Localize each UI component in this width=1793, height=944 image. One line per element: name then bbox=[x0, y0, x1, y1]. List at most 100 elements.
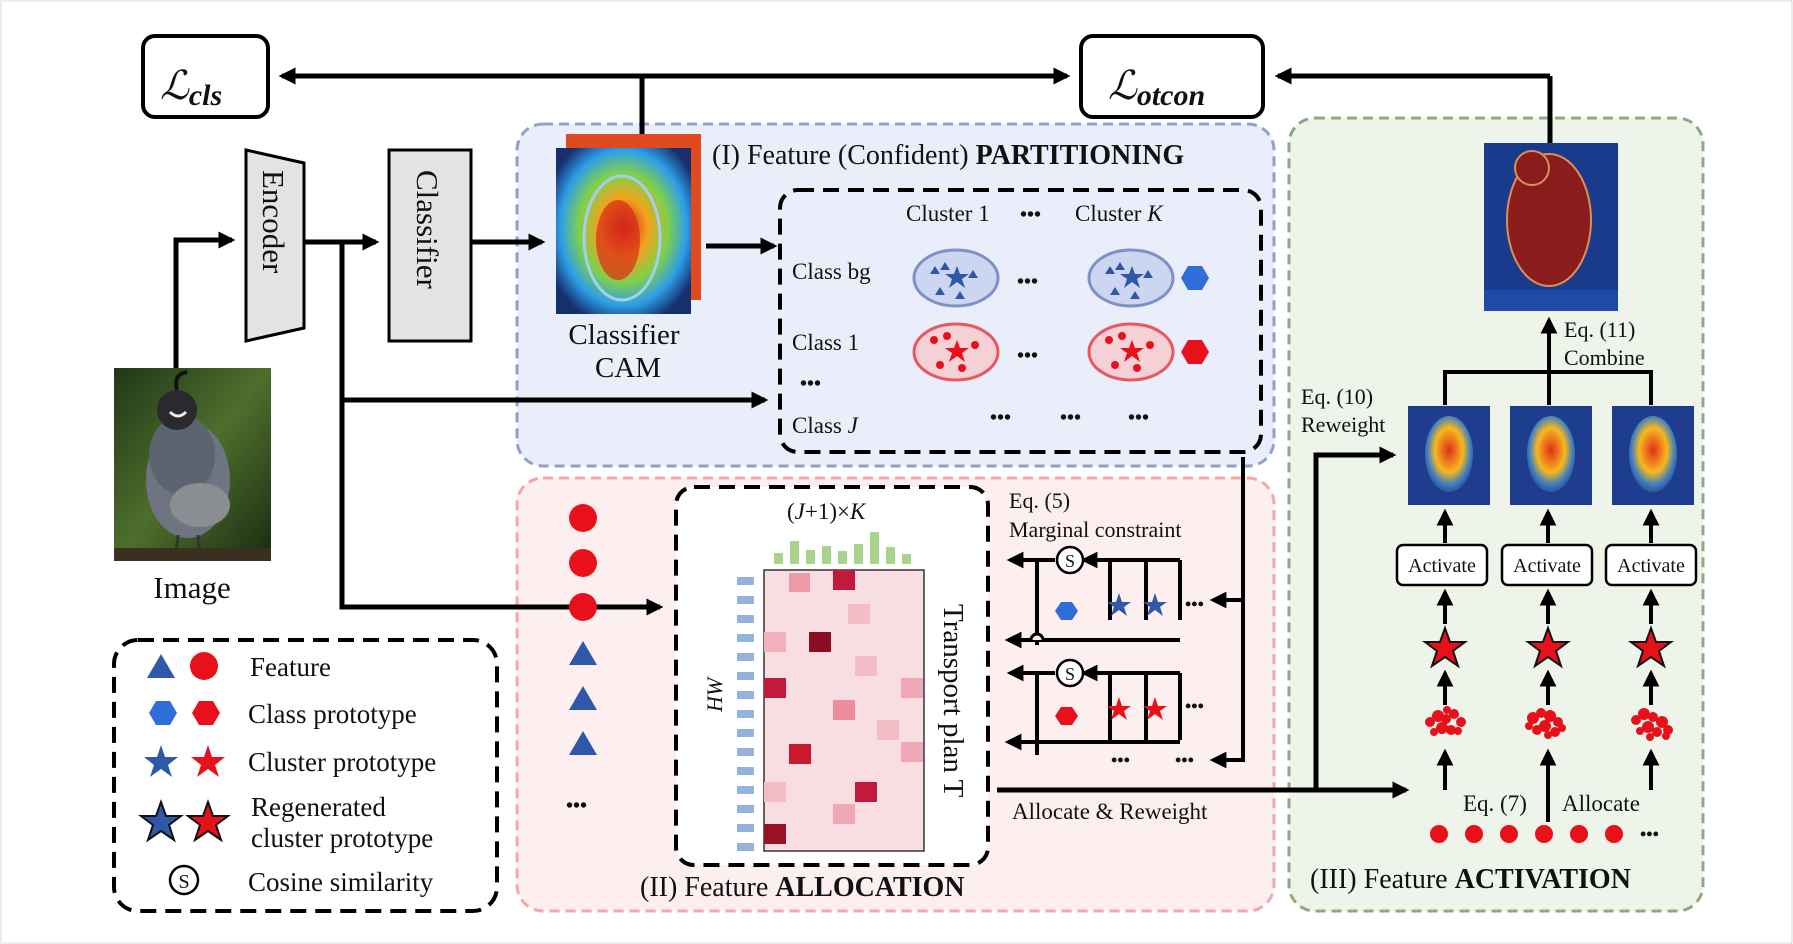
input-image bbox=[114, 368, 271, 561]
svg-text:S: S bbox=[1065, 551, 1075, 571]
loss-cls-label: ℒcls bbox=[160, 63, 222, 112]
panel-partitioning bbox=[515, 122, 1276, 468]
legend-feature-label: Feature bbox=[250, 652, 331, 682]
cluster-header-dots: ••• bbox=[1020, 204, 1041, 226]
cosine-node-2: S bbox=[1055, 658, 1085, 688]
cluster-bg-1 bbox=[912, 248, 1000, 308]
classifier-cam-image bbox=[556, 134, 701, 314]
marginal-constraint-label: Marginal constraint bbox=[1009, 517, 1182, 542]
cluster-1-header: Cluster 1 bbox=[906, 201, 990, 226]
marginal-histogram-top bbox=[774, 532, 911, 564]
classifier-block: Classifier bbox=[387, 148, 473, 343]
cam-label-line1: Classifier bbox=[568, 319, 679, 351]
pipeline-arrows bbox=[173, 231, 778, 616]
allocate-label: Allocate bbox=[1562, 791, 1640, 816]
wire-dots-4: ••• bbox=[1175, 750, 1194, 770]
legend-class-prototype-label: Class prototype bbox=[248, 699, 417, 729]
activation-feature-dots: ••• bbox=[1640, 824, 1659, 844]
loss-otcon-box: ℒotcon bbox=[1079, 34, 1265, 119]
partitioning-title: (I) Feature (Confident) PARTITIONING bbox=[712, 140, 1184, 171]
activation-title: (III) Feature ACTIVATION bbox=[1310, 864, 1631, 895]
cluster-matrix-box bbox=[778, 188, 1263, 454]
point-cluster-3 bbox=[1631, 708, 1673, 741]
encoder-label: Encoder bbox=[256, 170, 291, 274]
cosine-node-1: S bbox=[1055, 545, 1085, 575]
wire-cluster-star-red-2 bbox=[1143, 697, 1167, 720]
eq11-label: Eq. (11) bbox=[1564, 317, 1635, 342]
activated-cam-2 bbox=[1510, 406, 1592, 505]
class-1-prototype-hexagon bbox=[1181, 340, 1209, 364]
transport-plan-label: Transport plan T bbox=[937, 604, 969, 798]
classifier-label: Classifier bbox=[410, 170, 445, 289]
regenerated-star-3 bbox=[1628, 625, 1674, 669]
activated-cam-3 bbox=[1612, 406, 1694, 505]
feature-column-dots: ••• bbox=[566, 795, 587, 817]
allocation-title: (II) Feature ALLOCATION bbox=[640, 872, 965, 903]
allocate-arrows bbox=[997, 446, 1410, 799]
panel-activation bbox=[1287, 116, 1705, 913]
encoder-block: Encoder bbox=[244, 148, 306, 343]
eq10-label: Eq. (10) bbox=[1301, 384, 1373, 409]
point-cluster-1 bbox=[1425, 706, 1466, 736]
combined-cam-image bbox=[1484, 143, 1618, 311]
legend-cluster-prototype-icons bbox=[144, 745, 225, 777]
regenerated-star-1 bbox=[1422, 625, 1468, 669]
activate-box-1: Activate bbox=[1395, 543, 1489, 587]
row-j-dots-3: ••• bbox=[1128, 407, 1149, 429]
loss-otcon-label: ℒotcon bbox=[1108, 63, 1205, 112]
class-bg-prototype-hexagon bbox=[1181, 266, 1209, 290]
wire-dots-1: ••• bbox=[1185, 594, 1204, 614]
combine-arrows bbox=[1443, 316, 1653, 405]
wire-cluster-star-red-1 bbox=[1107, 697, 1131, 720]
feature-column bbox=[569, 504, 597, 755]
activation-feature-row bbox=[1430, 825, 1623, 843]
allocate-reweight-label: Allocate & Reweight bbox=[1012, 799, 1208, 824]
transport-plan-matrix bbox=[763, 569, 925, 852]
wire-cluster-star-blue-1 bbox=[1107, 593, 1131, 616]
cluster-class1-dots: ••• bbox=[1017, 345, 1038, 367]
cam-label-line2: CAM bbox=[595, 352, 661, 384]
legend-regenerated-icons bbox=[138, 799, 231, 843]
row-j-dots-1: ••• bbox=[990, 407, 1011, 429]
cluster-bg-k bbox=[1087, 248, 1175, 308]
point-cluster-2 bbox=[1525, 708, 1566, 739]
svg-text:Activate: Activate bbox=[1617, 555, 1685, 577]
row-class-bg: Class bg bbox=[792, 259, 871, 284]
wire-dots-3: ••• bbox=[1111, 750, 1130, 770]
legend-cosine-icon: S bbox=[168, 864, 200, 896]
cluster-class1-1 bbox=[912, 322, 1000, 382]
regenerated-star-2 bbox=[1525, 625, 1571, 669]
marginal-histogram-left bbox=[737, 577, 754, 851]
row-class-dots: ••• bbox=[800, 373, 821, 395]
loss-connectors bbox=[278, 67, 1553, 143]
cluster-class1-k bbox=[1087, 322, 1175, 382]
reweight-label: Reweight bbox=[1301, 412, 1385, 437]
svg-text:Activate: Activate bbox=[1513, 555, 1581, 577]
loss-cls-box: ℒcls bbox=[141, 34, 270, 119]
wire-class-prototype-blue bbox=[1055, 602, 1078, 620]
image-label: Image bbox=[153, 570, 230, 605]
matrix-size-label: (J+1)×K bbox=[787, 499, 867, 524]
legend-regenerated-line2: cluster prototype bbox=[251, 823, 433, 853]
eq5-label: Eq. (5) bbox=[1009, 488, 1070, 513]
svg-text:Activate: Activate bbox=[1408, 555, 1476, 577]
eq7-label: Eq. (7) bbox=[1463, 791, 1527, 816]
legend-class-prototype-icons bbox=[149, 701, 220, 725]
wire-dots-2: ••• bbox=[1185, 696, 1204, 716]
svg-text:S: S bbox=[178, 871, 189, 893]
activated-cam-1 bbox=[1408, 406, 1490, 505]
legend-cluster-prototype-label: Cluster prototype bbox=[248, 747, 436, 777]
activate-box-2: Activate bbox=[1500, 543, 1594, 587]
cluster-k-header: Cluster K bbox=[1075, 201, 1164, 226]
hw-label: HW bbox=[702, 676, 727, 713]
svg-text:S: S bbox=[1065, 664, 1075, 684]
cluster-bg-dots: ••• bbox=[1017, 271, 1038, 293]
activation-arrows bbox=[1436, 508, 1660, 822]
wire-class-prototype-red bbox=[1055, 707, 1078, 725]
wire-hop bbox=[1029, 632, 1045, 641]
row-class-1: Class 1 bbox=[792, 330, 859, 355]
wire-cluster-star-blue-2 bbox=[1143, 593, 1167, 616]
